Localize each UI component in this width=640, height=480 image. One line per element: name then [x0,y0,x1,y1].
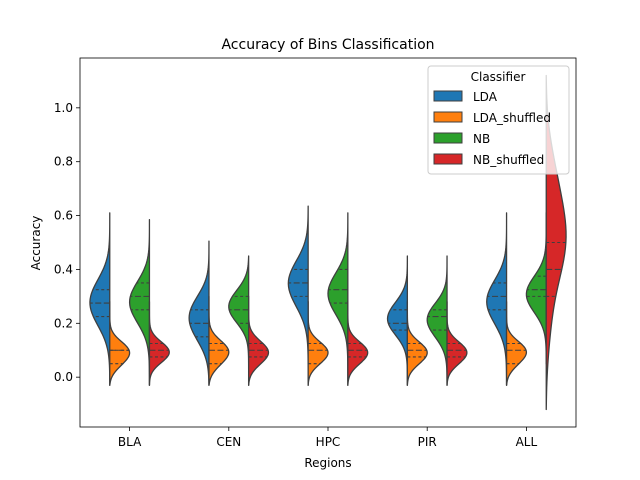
legend-frame [427,65,570,175]
x-tick-label: CEN [216,435,241,449]
y-tick-label: 0.0 [54,370,73,384]
legend-swatch [433,111,463,123]
violin-lda-bla [89,212,111,386]
violin-lda-shuffled-cen [208,295,230,386]
x-axis-label: Regions [304,456,351,470]
plot-area [89,74,567,411]
chart-title: Accuracy of Bins Classification [221,37,434,53]
series-lda-shuffled [109,295,528,386]
violin-nb-hpc [327,212,349,386]
legend-swatch [433,153,463,165]
violin-lda-shuffled-hpc [307,301,329,386]
legend-label: NB_shuffled [473,153,544,167]
legend-entries: LDA LDA_shuffled NB NB_shuffled [433,90,551,167]
legend: Classifier LDA LDA_shuffled NB NB_shuffled [427,65,570,175]
violin-lda-all [486,212,508,386]
violin-lda-hpc [287,205,309,386]
violin-lda-shuffled-bla [109,301,131,386]
x-tick-label: HPC [316,435,341,449]
violin-nb-cen [228,255,250,386]
x-tick-label: BLA [118,435,142,449]
violin-lda-cen [188,240,210,386]
violin-nb-shuffled-cen [247,295,270,386]
violin-nb-shuffled-hpc [347,301,369,386]
legend-swatch [433,132,463,144]
violin-lda-shuffled-pir [406,301,428,386]
series-nb [128,212,547,386]
x-tick-label: PIR [418,435,437,449]
x-axis: BLA CEN HPC PIR ALL [118,427,538,449]
legend-label: LDA [473,90,498,104]
y-axis-label: Accuracy [29,216,43,271]
y-axis: 0.0 0.2 0.4 0.6 0.8 1.0 [54,101,80,384]
violin-nb-bla [128,218,151,386]
legend-swatch [433,90,463,102]
x-tick-label: ALL [516,435,538,449]
violin-nb-shuffled-pir [446,301,468,386]
legend-title: Classifier [471,70,526,84]
y-tick-label: 0.6 [54,209,73,223]
y-tick-label: 0.2 [54,316,73,330]
y-tick-label: 1.0 [54,101,73,115]
legend-label: LDA_shuffled [473,111,551,125]
y-tick-label: 0.8 [54,155,73,169]
legend-label: NB [473,132,490,146]
violin-lda-pir [386,255,409,386]
violin-nb-all [525,212,547,365]
y-tick-label: 0.4 [54,262,73,276]
series-lda [89,205,508,386]
violin-lda-shuffled-all [505,301,528,386]
violin-nb-shuffled-bla [148,301,170,386]
violin-nb-pir [426,255,448,386]
